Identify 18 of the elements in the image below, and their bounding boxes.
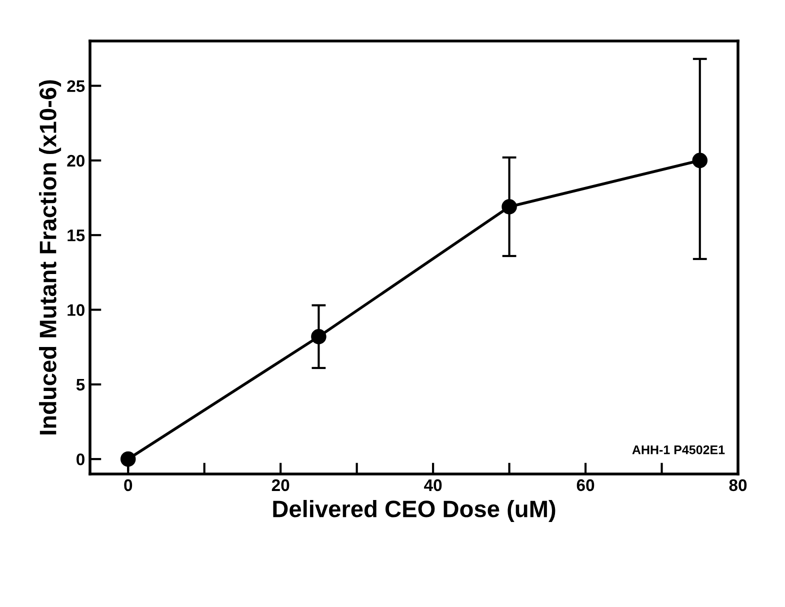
- y-tick-label: 5: [76, 378, 85, 391]
- y-tick-label: 10: [68, 304, 84, 316]
- point: [311, 328, 326, 344]
- point: [502, 199, 517, 214]
- point: [692, 152, 708, 168]
- x-tick-label: 40: [424, 479, 442, 492]
- y-tick-label: 25: [67, 80, 85, 92]
- y-tick-label: 15: [68, 230, 85, 242]
- x-tick-label: 60: [576, 479, 594, 492]
- y-tick-label: 0: [76, 453, 84, 466]
- x-tick-label: 20: [272, 479, 290, 492]
- y-axis-title: Induced Mutant Fraction (x10-6): [39, 80, 62, 434]
- annotation: AHH-1 P4502E1: [632, 445, 725, 454]
- y-tick-label: 20: [67, 154, 84, 167]
- x-tick-label: 0: [124, 479, 132, 492]
- point: [120, 451, 136, 467]
- x-axis-title: Delivered CEO Dose (uM): [273, 500, 556, 522]
- x-tick-label: 80: [729, 479, 747, 492]
